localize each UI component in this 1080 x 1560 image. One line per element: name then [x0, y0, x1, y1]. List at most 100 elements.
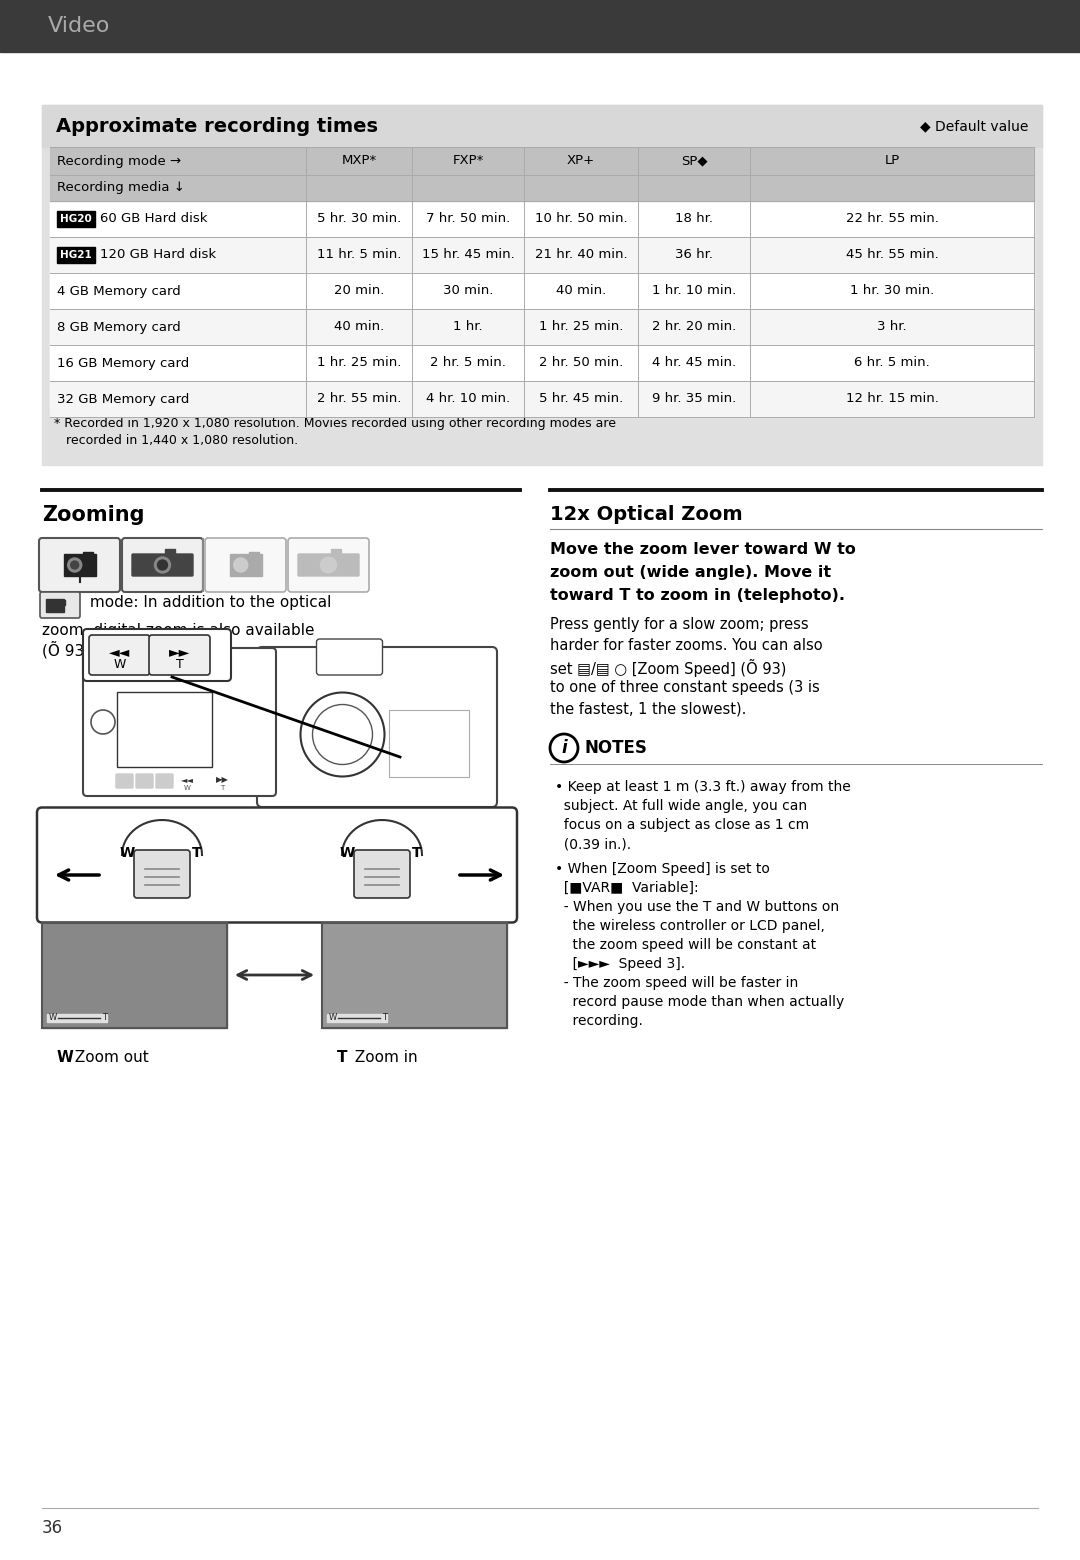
Bar	[83, 552, 93, 560]
Text: (0.39 in.).: (0.39 in.).	[555, 838, 631, 852]
Circle shape	[321, 557, 337, 573]
Text: 5 hr. 45 min.: 5 hr. 45 min.	[539, 393, 623, 406]
Text: - When you use the T and W buttons on: - When you use the T and W buttons on	[555, 900, 839, 914]
Circle shape	[158, 560, 167, 569]
Text: W: W	[339, 846, 354, 860]
Text: 20 min.: 20 min.	[334, 284, 384, 298]
Bar	[58, 601, 65, 605]
Text: 9 hr. 35 min.: 9 hr. 35 min.	[652, 393, 737, 406]
Text: T: T	[382, 1012, 387, 1022]
Text: recording.: recording.	[555, 1014, 643, 1028]
FancyBboxPatch shape	[83, 629, 231, 682]
FancyBboxPatch shape	[122, 538, 203, 591]
Text: the zoom speed will be constant at: the zoom speed will be constant at	[555, 938, 816, 952]
Text: i: i	[562, 739, 567, 757]
Text: 40 min.: 40 min.	[334, 320, 384, 334]
FancyBboxPatch shape	[39, 538, 120, 591]
Text: • Keep at least 1 m (3.3 ft.) away from the: • Keep at least 1 m (3.3 ft.) away from …	[555, 780, 851, 794]
Text: the wireless controller or LCD panel,: the wireless controller or LCD panel,	[555, 919, 825, 933]
FancyBboxPatch shape	[37, 808, 517, 922]
Text: 30 min.: 30 min.	[443, 284, 494, 298]
Text: 21 hr. 40 min.: 21 hr. 40 min.	[535, 248, 627, 262]
Text: the fastest, 1 the slowest).: the fastest, 1 the slowest).	[550, 700, 746, 716]
Text: harder for faster zooms. You can also: harder for faster zooms. You can also	[550, 638, 823, 654]
Text: 4 hr. 10 min.: 4 hr. 10 min.	[426, 393, 510, 406]
FancyBboxPatch shape	[136, 774, 153, 788]
Text: W: W	[329, 1012, 337, 1022]
Text: toward T to zoom in (telephoto).: toward T to zoom in (telephoto).	[550, 588, 845, 604]
Text: 2 hr. 50 min.: 2 hr. 50 min.	[539, 357, 623, 370]
Bar	[50, 147, 1034, 201]
Text: 6 hr. 5 min.: 6 hr. 5 min.	[854, 357, 930, 370]
Text: subject. At full wide angle, you can: subject. At full wide angle, you can	[555, 799, 807, 813]
Text: ◄◄: ◄◄	[109, 644, 131, 658]
FancyBboxPatch shape	[83, 647, 276, 796]
Text: to one of three constant speeds (3 is: to one of three constant speeds (3 is	[550, 680, 820, 696]
Text: 16 GB Memory card: 16 GB Memory card	[57, 357, 189, 370]
Text: W: W	[49, 1012, 57, 1022]
Text: 45 hr. 55 min.: 45 hr. 55 min.	[846, 248, 939, 262]
FancyBboxPatch shape	[257, 647, 497, 807]
Bar	[50, 201, 1034, 237]
Bar	[50, 237, 1034, 273]
Text: 12x Optical Zoom: 12x Optical Zoom	[550, 505, 743, 524]
Bar	[389, 710, 469, 777]
Text: ◆ Default value: ◆ Default value	[920, 119, 1028, 133]
Text: set ▤/▤ ○ [Zoom Speed] (Õ 93): set ▤/▤ ○ [Zoom Speed] (Õ 93)	[550, 658, 786, 677]
Text: HG21: HG21	[60, 250, 92, 261]
FancyBboxPatch shape	[156, 774, 173, 788]
Text: ▶▬: ▶▬	[64, 555, 95, 574]
Bar	[248, 552, 259, 560]
Bar	[64, 554, 95, 576]
Text: 32 GB Memory card: 32 GB Memory card	[57, 393, 189, 406]
Bar	[50, 309, 1034, 345]
FancyBboxPatch shape	[132, 554, 193, 576]
Text: - The zoom speed will be faster in: - The zoom speed will be faster in	[555, 977, 798, 991]
Text: 22 hr. 55 min.: 22 hr. 55 min.	[846, 212, 939, 226]
Text: 15 hr. 45 min.: 15 hr. 45 min.	[421, 248, 514, 262]
FancyBboxPatch shape	[134, 850, 190, 899]
Text: W: W	[57, 1050, 73, 1064]
Text: mode: In addition to the optical: mode: In addition to the optical	[85, 594, 332, 610]
Text: 36: 36	[42, 1519, 63, 1537]
Text: 18 hr.: 18 hr.	[675, 212, 713, 226]
Bar	[389, 710, 469, 777]
FancyBboxPatch shape	[89, 635, 150, 675]
Bar	[229, 554, 261, 576]
Bar	[322, 922, 507, 1028]
Bar	[42, 105, 1042, 147]
Text: • When [Zoom Speed] is set to: • When [Zoom Speed] is set to	[555, 863, 770, 877]
Text: zoom, digital zoom is also available: zoom, digital zoom is also available	[42, 622, 314, 638]
Text: 1 hr.: 1 hr.	[454, 320, 483, 334]
Text: 1 hr. 10 min.: 1 hr. 10 min.	[652, 284, 737, 298]
Text: 120 GB Hard disk: 120 GB Hard disk	[100, 248, 216, 262]
Text: 3 hr.: 3 hr.	[877, 320, 907, 334]
Text: recorded in 1,440 x 1,080 resolution.: recorded in 1,440 x 1,080 resolution.	[54, 434, 298, 448]
Text: T: T	[220, 785, 225, 791]
FancyBboxPatch shape	[149, 635, 210, 675]
Text: T: T	[337, 1050, 348, 1064]
FancyBboxPatch shape	[316, 640, 382, 675]
Text: Video: Video	[48, 16, 110, 36]
Text: FXP*: FXP*	[453, 154, 484, 167]
Text: Recording media ↓: Recording media ↓	[57, 181, 185, 195]
Text: Zooming: Zooming	[42, 505, 145, 526]
Text: 4 hr. 45 min.: 4 hr. 45 min.	[652, 357, 737, 370]
Text: ◄◄: ◄◄	[180, 775, 193, 785]
Text: focus on a subject as close as 1 cm: focus on a subject as close as 1 cm	[555, 817, 809, 831]
Text: XP+: XP+	[567, 154, 595, 167]
Text: 40 min.: 40 min.	[556, 284, 606, 298]
Text: 2 hr. 5 min.: 2 hr. 5 min.	[430, 357, 505, 370]
Text: W: W	[120, 846, 135, 860]
Bar	[164, 549, 175, 555]
FancyBboxPatch shape	[116, 774, 133, 788]
Text: T: T	[413, 846, 422, 860]
Text: 36 hr.: 36 hr.	[675, 248, 713, 262]
Bar	[46, 599, 64, 612]
FancyBboxPatch shape	[354, 850, 410, 899]
Text: [■VAR■  Variable]:: [■VAR■ Variable]:	[555, 881, 699, 895]
FancyBboxPatch shape	[40, 591, 80, 618]
Bar	[117, 693, 212, 768]
Text: Recording mode →: Recording mode →	[57, 154, 181, 167]
Text: ►►: ►►	[170, 644, 191, 658]
